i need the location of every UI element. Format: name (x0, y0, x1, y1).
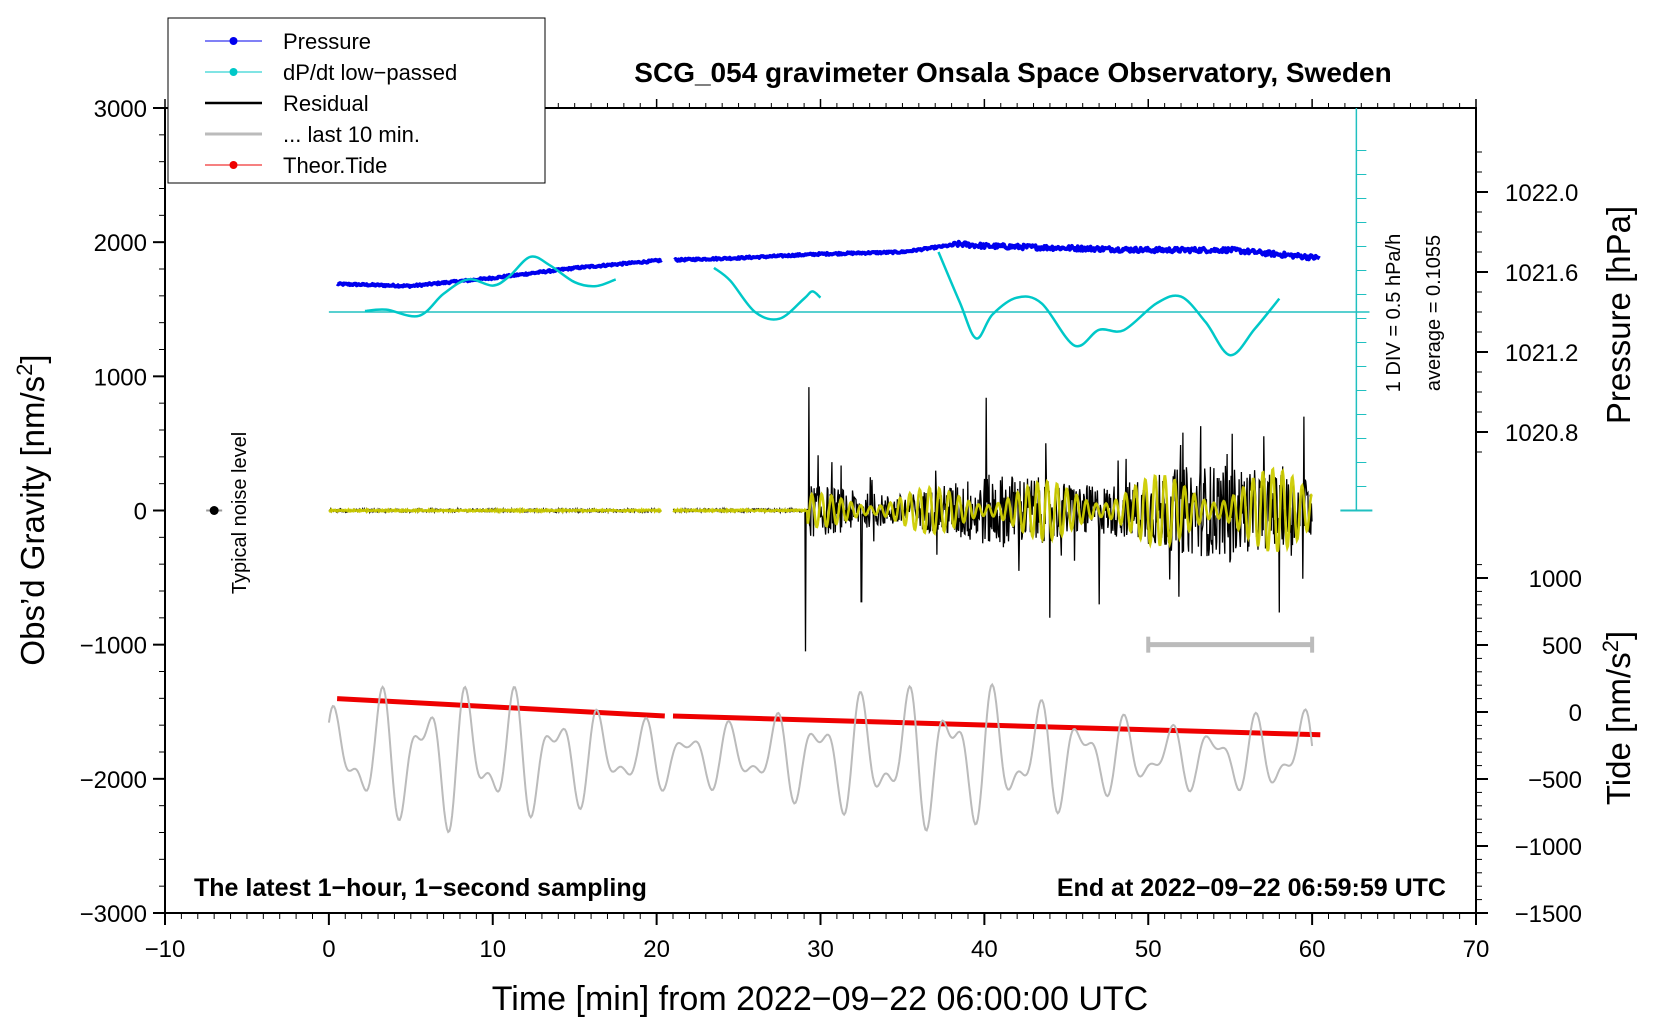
legend-items: Pressure dP/dt low−passed Residual ... last… (205, 29, 457, 178)
legend-label: ... last 10 min. (283, 122, 420, 147)
tide-tick-label: 0 (1569, 700, 1582, 727)
legend-marker (229, 161, 238, 169)
bottom-left-note: The latest 1−hour, 1−second sampling (194, 874, 647, 902)
tide-tick-label: −500 (1528, 767, 1582, 794)
tide-tick-label: 1000 (1529, 566, 1582, 593)
x-tick-label: 50 (1135, 936, 1162, 963)
y-axis-label-pressure: Pressure [hPa] (1600, 206, 1637, 424)
legend-label: Theor.Tide (283, 153, 387, 178)
x-tick-label: 30 (807, 936, 834, 963)
x-tick-label: 10 (479, 936, 506, 963)
noise-level-label: Typical noise level (229, 432, 251, 594)
x-tick-label: 20 (643, 936, 670, 963)
dpdt-seg-2 (713, 266, 822, 321)
x-tick-label: 70 (1463, 936, 1490, 963)
y-tick-label: −1000 (80, 633, 147, 660)
y-axis-label-left-end: ] (14, 354, 51, 363)
axis-ticks: −10 0 10 20 30 40 50 60 70 −3000 −2000 −1000 0 1000 20… (80, 96, 1582, 963)
x-tick-label: 0 (322, 936, 335, 963)
residual-filtered-seg-2 (672, 466, 1313, 553)
x-axis-label: Time [min] from 2022−09−22 06:00:00 UTC (492, 980, 1148, 1018)
pressure-seg-1 (335, 257, 663, 289)
bottom-right-note: End at 2022−09−22 06:59:59 UTC (1057, 874, 1446, 902)
residual-filtered-seg-1 (328, 506, 663, 515)
y-tick-label: −2000 (80, 767, 147, 794)
y-axis-label-tide-sup: 2 (1598, 640, 1623, 652)
series-pressure (335, 239, 1321, 289)
legend-box (167, 17, 546, 184)
legend-label: dP/dt low−passed (283, 60, 457, 85)
series-last-10-min (327, 636, 1315, 834)
tide-line-seg1 (336, 696, 665, 719)
legend-marker (229, 68, 238, 76)
x-tick-label: 60 (1299, 936, 1326, 963)
x-tick-label: 40 (971, 936, 998, 963)
residual-seg-2 (672, 387, 1313, 652)
gray-trace (327, 682, 1314, 834)
series-dpdt (364, 251, 1281, 357)
y-tick-label: 1000 (94, 364, 147, 391)
y-axis-label-left-main: Obs’d Gravity [nm/s (14, 376, 51, 666)
y-axis-label-tide: Tide [nm/s2] (1598, 631, 1637, 805)
pressure-tick-label: 1021.2 (1505, 340, 1578, 367)
tide-tick-label: 500 (1542, 633, 1582, 660)
dpdt-seg-1 (364, 255, 617, 318)
y-axis-label-tide-main: Tide [nm/s (1600, 652, 1637, 805)
legend-label: Pressure (283, 29, 371, 54)
y-axis-label-left: Obs’d Gravity [nm/s2] (12, 354, 51, 665)
tide-tick-label: −1500 (1515, 901, 1582, 928)
tide-line-seg2 (672, 713, 1321, 738)
y-tick-label: −3000 (80, 901, 147, 928)
y-tick-label: 2000 (94, 230, 147, 257)
legend-marker (229, 37, 238, 45)
pressure-tick-label: 1020.8 (1505, 420, 1578, 447)
dpdt-seg-3 (937, 251, 1281, 357)
series-theor-tide (336, 696, 1321, 738)
y-tick-label: 3000 (94, 96, 147, 123)
series-residual (328, 387, 1313, 652)
y-axis-label-left-sup: 2 (12, 364, 37, 376)
legend: Pressure dP/dt low−passed Residual ... last… (167, 17, 546, 184)
pressure-tick-label: 1021.6 (1505, 260, 1578, 287)
x-tick-label: −10 (145, 936, 186, 963)
scale-div-label: 1 DIV = 0.5 hPa/h (1383, 234, 1405, 392)
y-axis-label-tide-end: ] (1600, 631, 1637, 640)
pressure-seg-2 (673, 239, 1321, 263)
tide-tick-label: −1000 (1515, 834, 1582, 861)
scale-average-label: average = 0.1055 (1423, 235, 1445, 391)
pressure-tick-label: 1022.0 (1505, 180, 1578, 207)
noise-marker (206, 506, 223, 515)
chart-title: SCG_054 gravimeter Onsala Space Observat… (634, 57, 1391, 88)
legend-label: Residual (283, 91, 369, 116)
noise-dot (209, 506, 219, 515)
y-tick-label: 0 (134, 499, 147, 526)
